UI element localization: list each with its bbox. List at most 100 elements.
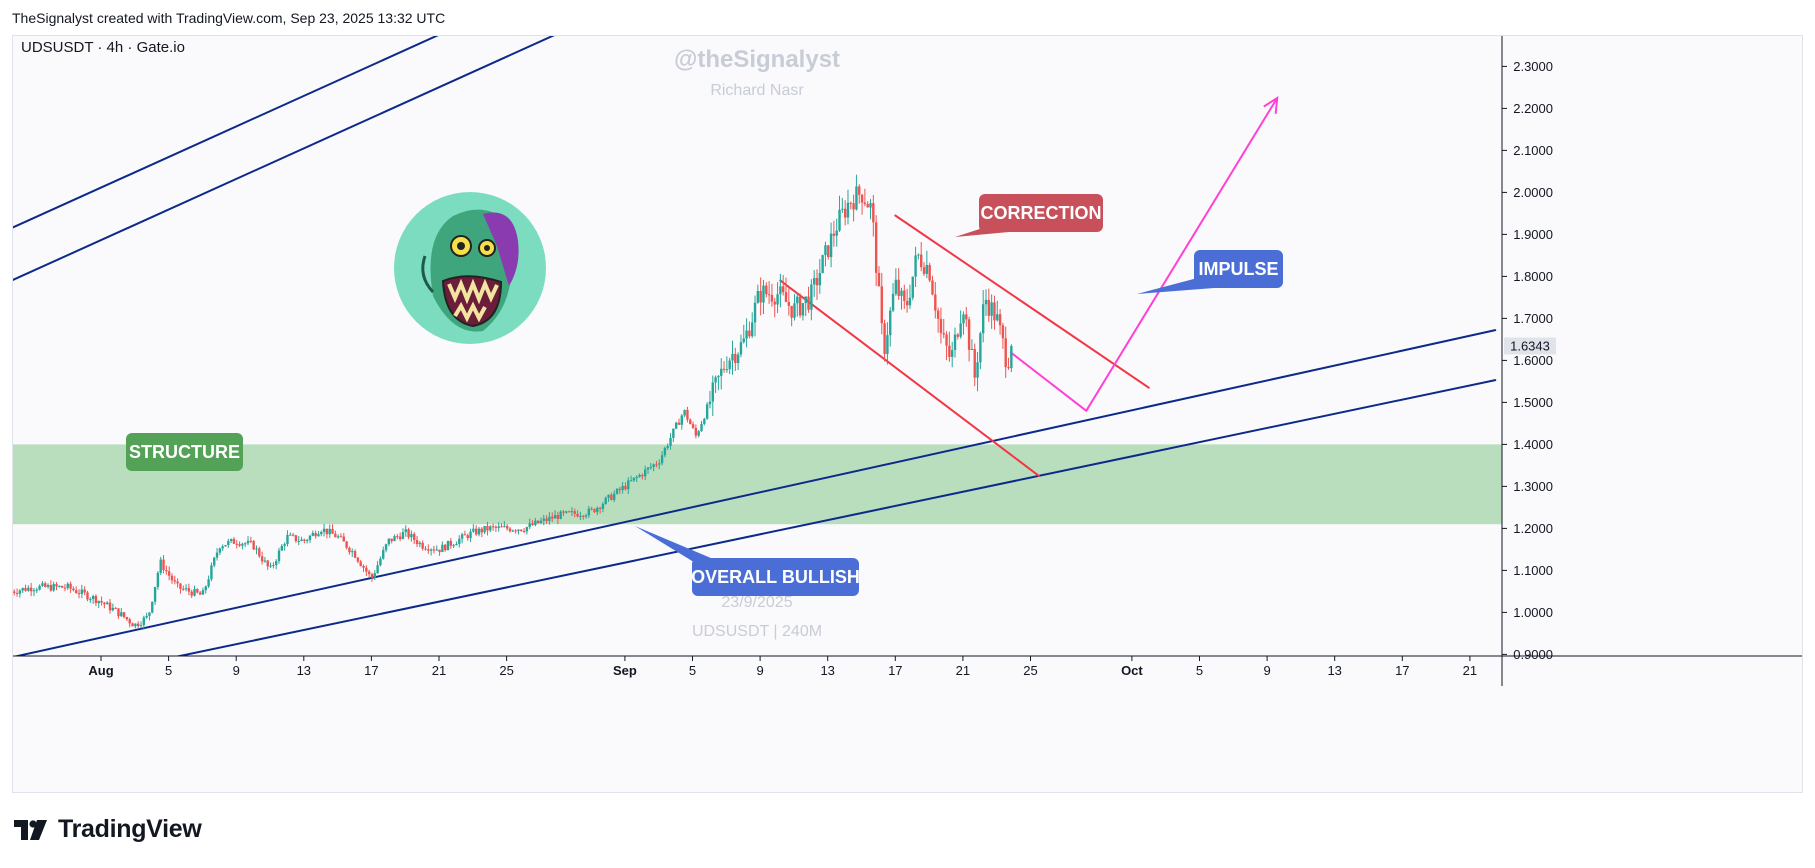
candle-body <box>187 588 191 592</box>
candle-body <box>790 305 793 318</box>
candle-body <box>94 596 98 604</box>
candle-body <box>91 596 95 600</box>
candle-body <box>463 534 467 536</box>
candle-body <box>379 558 382 566</box>
candle-body <box>787 301 791 306</box>
candle-body <box>387 538 391 545</box>
candle-body <box>883 323 886 354</box>
candle-body <box>641 474 644 477</box>
candle-body <box>922 267 926 274</box>
candle-body <box>720 368 723 376</box>
candle-body <box>314 532 317 537</box>
price-axis[interactable]: 2.3000 2.2000 2.1000 2.0000 1.9000 1.8000 1.70… <box>1502 59 1553 662</box>
chart-svg[interactable]: @theSignalyst Richard Nasr 23/9/2025 UDS… <box>13 36 1802 792</box>
candle-body <box>821 255 824 273</box>
candle-body <box>855 186 858 210</box>
candle-body <box>779 286 782 295</box>
price-tick-label: 0.9000 <box>1513 647 1553 662</box>
candle-body <box>728 360 731 370</box>
candle-body <box>970 349 974 351</box>
candle-body <box>117 608 120 617</box>
candle-body <box>218 548 222 553</box>
time-axis[interactable]: Aug 5 9 13 17 21 25 Sep 5 9 13 17 21 25 Oct 5 9 13 17 21 <box>88 656 1477 678</box>
candle-body <box>86 592 89 600</box>
candle-body <box>838 209 841 231</box>
candle-body <box>810 284 813 310</box>
candle-body <box>120 612 123 617</box>
symbol-label: UDSUSDT · 4h · Gate.io <box>21 39 185 56</box>
candle-body <box>556 514 560 519</box>
price-tick-label: 1.7000 <box>1513 311 1553 326</box>
candle-body <box>827 245 830 258</box>
candle-body <box>858 186 861 195</box>
channel-outer-top-line <box>13 36 439 229</box>
candle-body <box>311 532 315 536</box>
attribution-text: TheSignalyst created with TradingView.co… <box>12 10 446 26</box>
candle-body <box>751 322 754 337</box>
watermark-author: Richard Nasr <box>710 82 804 99</box>
candle-body <box>77 593 81 595</box>
candle-body <box>153 586 157 602</box>
watermark-symbol: UDSUSDT | 240M <box>692 623 822 640</box>
candle-body <box>244 543 247 545</box>
candle-body <box>674 422 678 429</box>
candle-body <box>798 296 802 316</box>
time-tick-label: 21 <box>432 663 446 678</box>
candle-body <box>514 530 517 532</box>
candle-body <box>928 265 931 281</box>
watermark-layer: @theSignalyst Richard Nasr 23/9/2025 UDS… <box>674 46 840 640</box>
candle-body <box>669 437 672 446</box>
price-tick-label: 1.5000 <box>1513 395 1553 410</box>
price-tick-label: 1.4000 <box>1513 437 1553 452</box>
candle-body <box>494 526 498 528</box>
candle-body <box>41 583 44 586</box>
candle-body <box>539 520 543 524</box>
candle-body <box>421 542 424 549</box>
candle-body <box>460 534 464 539</box>
candle-body <box>390 538 393 542</box>
correction-bottom-line <box>779 279 1040 477</box>
candle-body <box>24 587 27 591</box>
candle-body <box>396 536 399 538</box>
correction-callout: CORRECTION <box>953 194 1103 237</box>
candle-body <box>672 428 675 438</box>
candle-body <box>646 467 650 470</box>
candle-body <box>480 528 484 533</box>
candle-body <box>660 455 664 464</box>
candle-body <box>151 601 154 613</box>
candle-body <box>610 494 613 500</box>
candle-body <box>286 534 289 545</box>
candle-body <box>331 528 334 534</box>
candle-body <box>69 583 72 589</box>
candle-body <box>874 222 878 273</box>
candle-body <box>60 585 64 588</box>
candle-body <box>607 494 610 498</box>
candle-body <box>407 529 410 538</box>
candle-body <box>584 515 588 517</box>
candle-body <box>359 561 362 566</box>
impulse-label: IMPULSE <box>1198 259 1278 279</box>
candle-body <box>914 255 917 277</box>
candle-body <box>601 503 605 509</box>
candle-body <box>900 290 903 296</box>
candle-body <box>508 528 512 532</box>
candle-body <box>869 203 872 208</box>
candle-body <box>815 277 819 286</box>
last-price-marker: 1.6343 <box>1504 337 1556 355</box>
candle-body <box>376 565 379 574</box>
tradingview-logo[interactable]: TradingView <box>14 815 202 844</box>
candle-body <box>545 518 548 521</box>
candle-body <box>241 543 244 546</box>
candle-body <box>198 592 202 595</box>
candle-body <box>925 265 929 274</box>
candle-body <box>627 480 630 490</box>
candle-body <box>553 514 557 519</box>
chart-panel[interactable]: @theSignalyst Richard Nasr 23/9/2025 UDS… <box>12 35 1803 793</box>
candle-body <box>232 539 236 544</box>
candle-body <box>49 584 53 591</box>
candle-body <box>179 583 182 589</box>
candle-body <box>872 203 875 223</box>
candle-body <box>629 480 633 482</box>
candle-body <box>269 565 272 567</box>
candle-body <box>184 588 188 590</box>
